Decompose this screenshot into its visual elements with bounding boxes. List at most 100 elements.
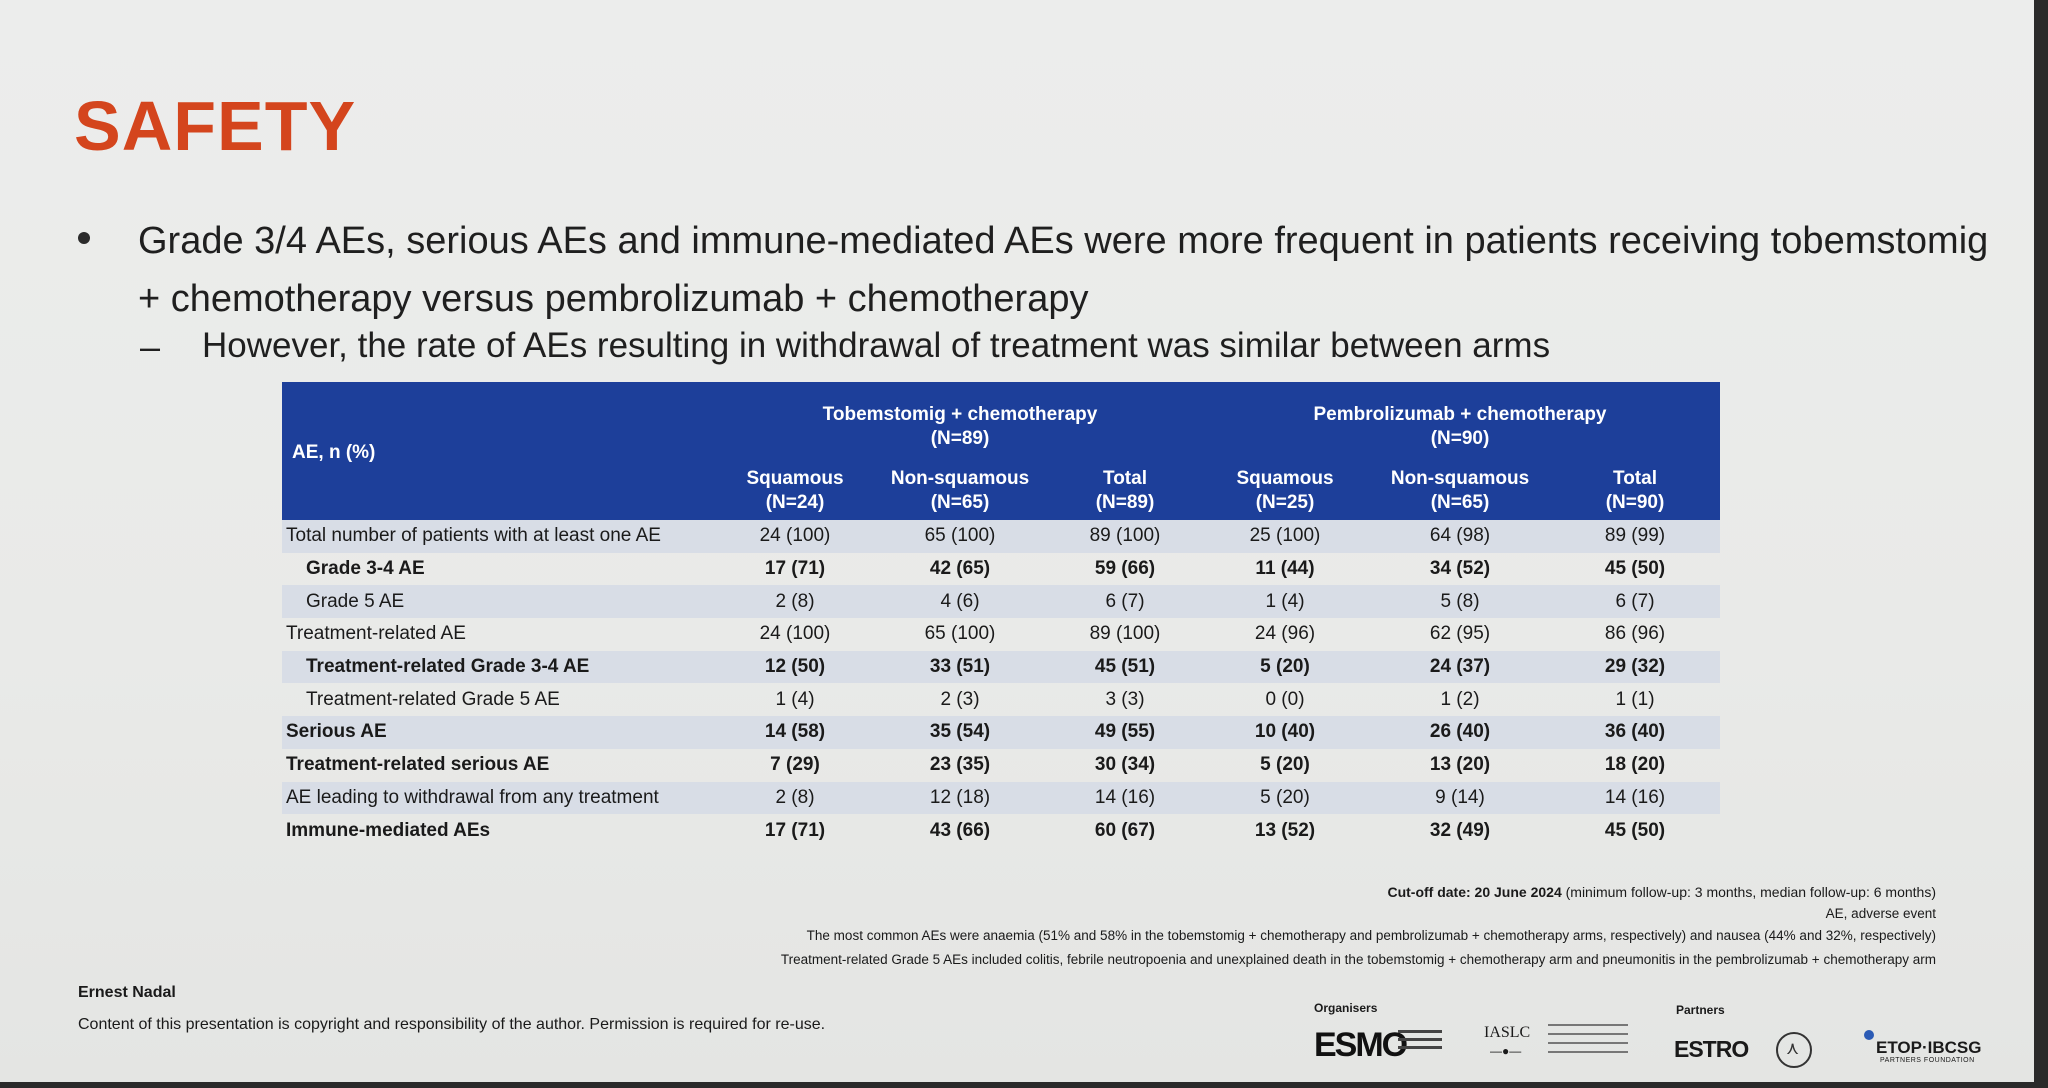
col-header: Total (N=89)	[1050, 462, 1200, 520]
table-cell: 7 (29)	[770, 754, 820, 776]
table-cell: 14 (58)	[720, 716, 870, 749]
table-cell: 33 (51)	[870, 650, 1050, 684]
table-cell: 35 (54)	[870, 716, 1050, 749]
row-label: Grade 5 AE	[282, 585, 720, 619]
table-row: AE leading to withdrawal from any treatm…	[282, 781, 1720, 815]
table-cell: 5 (20)	[1260, 754, 1310, 776]
group-header-row: AE, n (%) Tobemstomig + chemotherapy (N=…	[282, 382, 1720, 520]
etop-dot-icon	[1864, 1030, 1874, 1040]
ae-table: AE, n (%) Tobemstomig + chemotherapy (N=…	[282, 382, 1720, 847]
grade5-footnote: Treatment-related Grade 5 AEs included c…	[780, 952, 1936, 967]
col-header: Squamous (N=24)	[720, 462, 870, 520]
row-label: Treatment-related serious AE	[286, 754, 550, 776]
table-cell: 2 (8)	[720, 781, 870, 815]
col-header: Non-squamous (N=65)	[870, 462, 1050, 520]
table-cell: 65 (100)	[870, 520, 1050, 553]
table-cell: 45 (50)	[1604, 819, 1666, 841]
slide-title: SAFETY	[74, 87, 357, 165]
table-cell: 2 (3)	[940, 688, 980, 710]
etop-subtitle: PARTNERS FOUNDATION	[1880, 1057, 1975, 1064]
partners-label: Partners	[1676, 1003, 1725, 1017]
table-cell: 18 (20)	[1604, 754, 1666, 776]
table-cell: 36 (40)	[1550, 716, 1720, 749]
table-cell: 65 (100)	[924, 623, 996, 645]
partner-emblem-icon: ⋏	[1776, 1032, 1812, 1068]
table-cell: 60 (67)	[1094, 819, 1156, 841]
table-cell: 42 (65)	[929, 558, 991, 580]
group-header-pembrolizumab: Pembrolizumab + chemotherapy (N=90)	[1200, 382, 1720, 462]
iaslc-tagline-graphic	[1548, 1024, 1628, 1060]
row-label: Treatment-related Grade 3-4 AE	[282, 650, 720, 684]
table-cell: 89 (99)	[1550, 520, 1720, 553]
table-cell: 13 (52)	[1254, 819, 1316, 841]
group-n: (N=89)	[930, 428, 990, 449]
main-bullet-text: Grade 3/4 AEs, serious AEs and immune-me…	[138, 220, 1989, 320]
row-label: Treatment-related AE	[286, 623, 466, 645]
column-header-row: Squamous (N=24) Non-squamous (N=65) Total(…	[282, 462, 1720, 520]
col-header: Non-squamous (N=65)	[1370, 462, 1550, 520]
col-header: Squamous (N=25)	[1200, 462, 1370, 520]
table-cell: 32 (49)	[1429, 819, 1491, 841]
table-cell: 10 (40)	[1200, 716, 1370, 749]
iaslc-emblem-icon: —●—	[1490, 1044, 1522, 1058]
copyright-notice: Content of this presentation is copyrigh…	[78, 1016, 826, 1033]
table-cell: 89 (100)	[1089, 623, 1161, 645]
esmo-tagline-graphic	[1398, 1030, 1442, 1054]
table-row: Treatment-related AE 24 (100) 65 (100) 8…	[282, 618, 1720, 651]
table-cell: 49 (55)	[1050, 716, 1200, 749]
table-cell: 1 (4)	[775, 688, 815, 710]
table-cell: 25 (100)	[1200, 520, 1370, 553]
abbrev-footnote: AE, adverse event	[1825, 906, 1936, 921]
author-name: Ernest Nadal	[78, 984, 176, 1001]
table-cell: 89 (100)	[1050, 520, 1200, 553]
table-cell: 2 (8)	[720, 585, 870, 619]
table-row: Treatment-related serious AE 7 (29) 23 (…	[282, 749, 1720, 782]
table-cell: 24 (100)	[759, 623, 831, 645]
table-row: Immune-mediated AEs 17 (71) 43 (66) 60 (…	[282, 814, 1720, 847]
table-cell: 34 (52)	[1429, 558, 1491, 580]
table-cell: 59 (66)	[1094, 558, 1156, 580]
table-row: Treatment-related Grade 3-4 AE 12 (50) 3…	[282, 650, 1720, 684]
table-cell: 6 (7)	[1050, 585, 1200, 619]
table-cell: 5 (20)	[1200, 650, 1370, 684]
col-header: Total (N=90)	[1550, 462, 1720, 520]
table-cell: 62 (95)	[1429, 623, 1491, 645]
table-cell: 1 (1)	[1615, 688, 1655, 710]
bullet-dot-icon	[78, 232, 90, 244]
table-row: Grade 5 AE 2 (8) 4 (6) 6 (7) 1 (4) 5 (8)…	[282, 585, 1720, 619]
table-cell: 12 (50)	[720, 650, 870, 684]
group-name: Tobemstomig + chemotherapy	[822, 404, 1098, 425]
table-row: Grade 3-4 AE 17 (71) 42 (65) 59 (66) 11 …	[282, 553, 1720, 586]
table-cell: 30 (34)	[1094, 754, 1156, 776]
table-cell: 6 (7)	[1550, 585, 1720, 619]
table-cell: 14 (16)	[1550, 781, 1720, 815]
table-cell: 1 (4)	[1200, 585, 1370, 619]
esmo-logo: ESMO	[1314, 1026, 1408, 1064]
corner-header: AE, n (%)	[282, 382, 720, 520]
group-header-tobemstomig: Tobemstomig + chemotherapy (N=89)	[720, 382, 1200, 462]
table-cell: 9 (14)	[1370, 781, 1550, 815]
table-row: Total number of patients with at least o…	[282, 520, 1720, 553]
table-cell: 12 (18)	[870, 781, 1050, 815]
table-cell: 13 (20)	[1429, 754, 1491, 776]
table-cell: 29 (32)	[1550, 650, 1720, 684]
table-cell: 24 (100)	[720, 520, 870, 553]
table-cell: 23 (35)	[929, 754, 991, 776]
etop-ibcsg-logo: ETOP·IBCSG	[1876, 1038, 1982, 1057]
table-cell: 43 (66)	[929, 819, 991, 841]
common-ae-footnote: The most common AEs were anaemia (51% an…	[806, 928, 1936, 943]
row-label: Grade 3-4 AE	[306, 558, 425, 580]
table-cell: 5 (20)	[1200, 781, 1370, 815]
table-cell: 17 (71)	[764, 819, 826, 841]
table-cell: 11 (44)	[1255, 558, 1315, 580]
cutoff-footnote: Cut-off date: 20 June 2024 (minimum foll…	[1387, 884, 1936, 900]
table-cell: 3 (3)	[1105, 688, 1145, 710]
row-label: Total number of patients with at least o…	[282, 520, 720, 553]
table-cell: 14 (16)	[1050, 781, 1200, 815]
row-label: Immune-mediated AEs	[286, 819, 491, 841]
table-cell: 17 (71)	[764, 558, 826, 580]
sub-bullet-text: However, the rate of AEs resulting in wi…	[202, 326, 1551, 365]
dash-icon: –	[140, 326, 161, 367]
table-cell: 1 (2)	[1440, 688, 1480, 710]
